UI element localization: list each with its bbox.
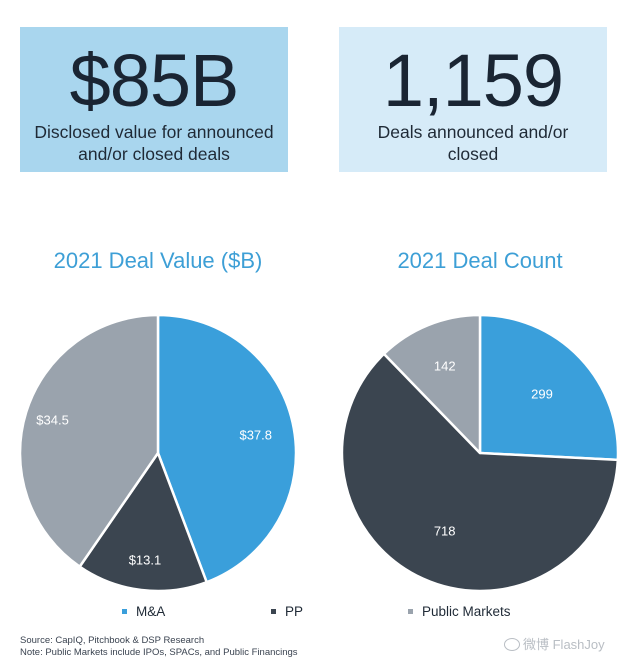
pie2-slice-ma xyxy=(478,313,620,462)
legend-label-public-markets: Public Markets xyxy=(422,604,511,619)
legend-swatch-ma xyxy=(122,608,127,614)
stat-count-number: 1,159 xyxy=(382,39,564,122)
stat-value-number: $85B xyxy=(69,39,240,122)
legend-label-ma: M&A xyxy=(136,604,166,619)
pie2-label-ma: 299 xyxy=(531,387,553,402)
weibo-logo-icon xyxy=(504,638,520,652)
legend-swatch-public-markets xyxy=(408,608,413,614)
stat-box-deal-count: 1,159 Deals announced and/or closed xyxy=(339,27,607,172)
watermark-text: 微博 FlashJoy xyxy=(523,637,605,652)
pie2-label-pp: 718 xyxy=(434,523,456,538)
legend: M&A PP Public Markets xyxy=(0,602,630,622)
pie1-slice-pp xyxy=(78,451,208,593)
legend-label-pp: PP xyxy=(285,604,304,619)
stat-count-caption-line2: closed xyxy=(447,144,499,164)
legend-item-public-markets: Public Markets xyxy=(408,602,511,622)
pie2-slice-public-markets xyxy=(382,313,482,455)
deal-value-chart-title: 2021 Deal Value ($B) xyxy=(53,248,263,273)
pie1-label-ma: $37.8 xyxy=(239,428,272,443)
legend-item-pp: PP xyxy=(271,602,303,622)
pie1-label-pp: $13.1 xyxy=(129,552,162,567)
pie2-label-public-markets: 142 xyxy=(434,359,456,374)
pie2-slice-pp xyxy=(340,352,620,593)
stat-value-caption-line1: Disclosed value for announced xyxy=(34,122,274,142)
stat-box-deal-value: $85B Disclosed value for announced and/o… xyxy=(20,27,288,172)
watermark: 微博 FlashJoy xyxy=(504,637,605,653)
legend-swatch-pp xyxy=(271,608,276,614)
stat-count-caption-line1: Deals announced and/or xyxy=(377,122,569,142)
pie1-label-public-markets: $34.5 xyxy=(36,413,69,428)
stat-value-caption: Disclosed value for announced and/or clo… xyxy=(24,121,284,165)
pie1-slice-ma xyxy=(156,313,298,584)
pie1-slice-public-markets xyxy=(18,313,160,568)
footnote-source: Source: CapIQ, Pitchbook & DSP Research xyxy=(20,635,205,646)
deal-count-chart-title: 2021 Deal Count xyxy=(397,248,563,273)
stat-value-caption-line2: and/or closed deals xyxy=(78,144,230,164)
legend-item-ma: M&A xyxy=(122,602,165,622)
stat-count-caption: Deals announced and/or closed xyxy=(343,121,603,165)
footnote-note: Note: Public Markets include IPOs, SPACs… xyxy=(20,647,298,658)
